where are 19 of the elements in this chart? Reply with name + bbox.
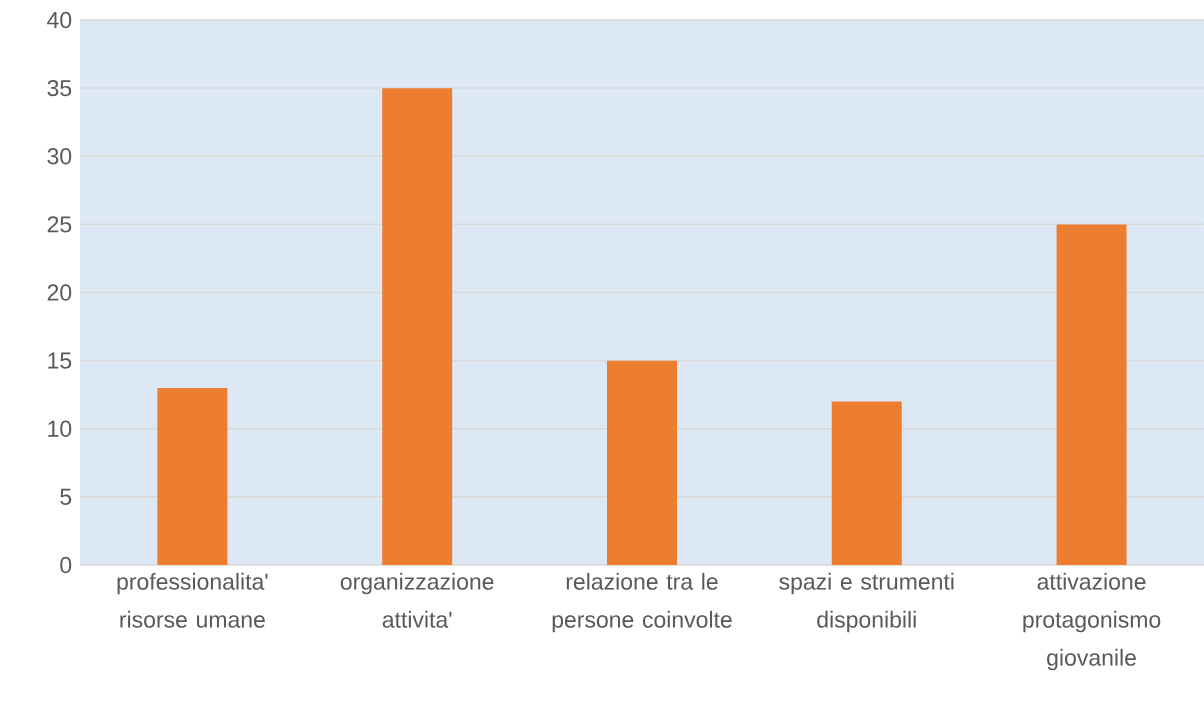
x-tick-label: spazi e strumenti disponibili — [779, 572, 954, 633]
bar — [831, 401, 902, 565]
y-tick-label: 15 — [48, 352, 72, 369]
y-tick-label: 25 — [47, 216, 72, 233]
x-tick-label: relazione tra le persone coinvolte — [552, 572, 732, 633]
y-tick-label: 30 — [47, 148, 72, 165]
bar — [382, 88, 453, 565]
bar — [1056, 224, 1127, 565]
bar — [606, 360, 677, 565]
y-tick-label: 0 — [60, 556, 72, 574]
y-tick-label: 35 — [47, 79, 72, 97]
x-tick-label: attivazione protagonismo giovanile — [1023, 572, 1161, 671]
y-tick-label: 40 — [47, 11, 72, 29]
x-tick-label: professionalita' risorse umane — [117, 572, 268, 628]
y-tick-label: 5 — [60, 488, 72, 505]
y-tick-label: 10 — [48, 420, 72, 437]
x-tick-label: organizzazione attivita' — [340, 572, 494, 628]
y-tick-label: 20 — [47, 284, 72, 301]
bar — [157, 387, 228, 565]
